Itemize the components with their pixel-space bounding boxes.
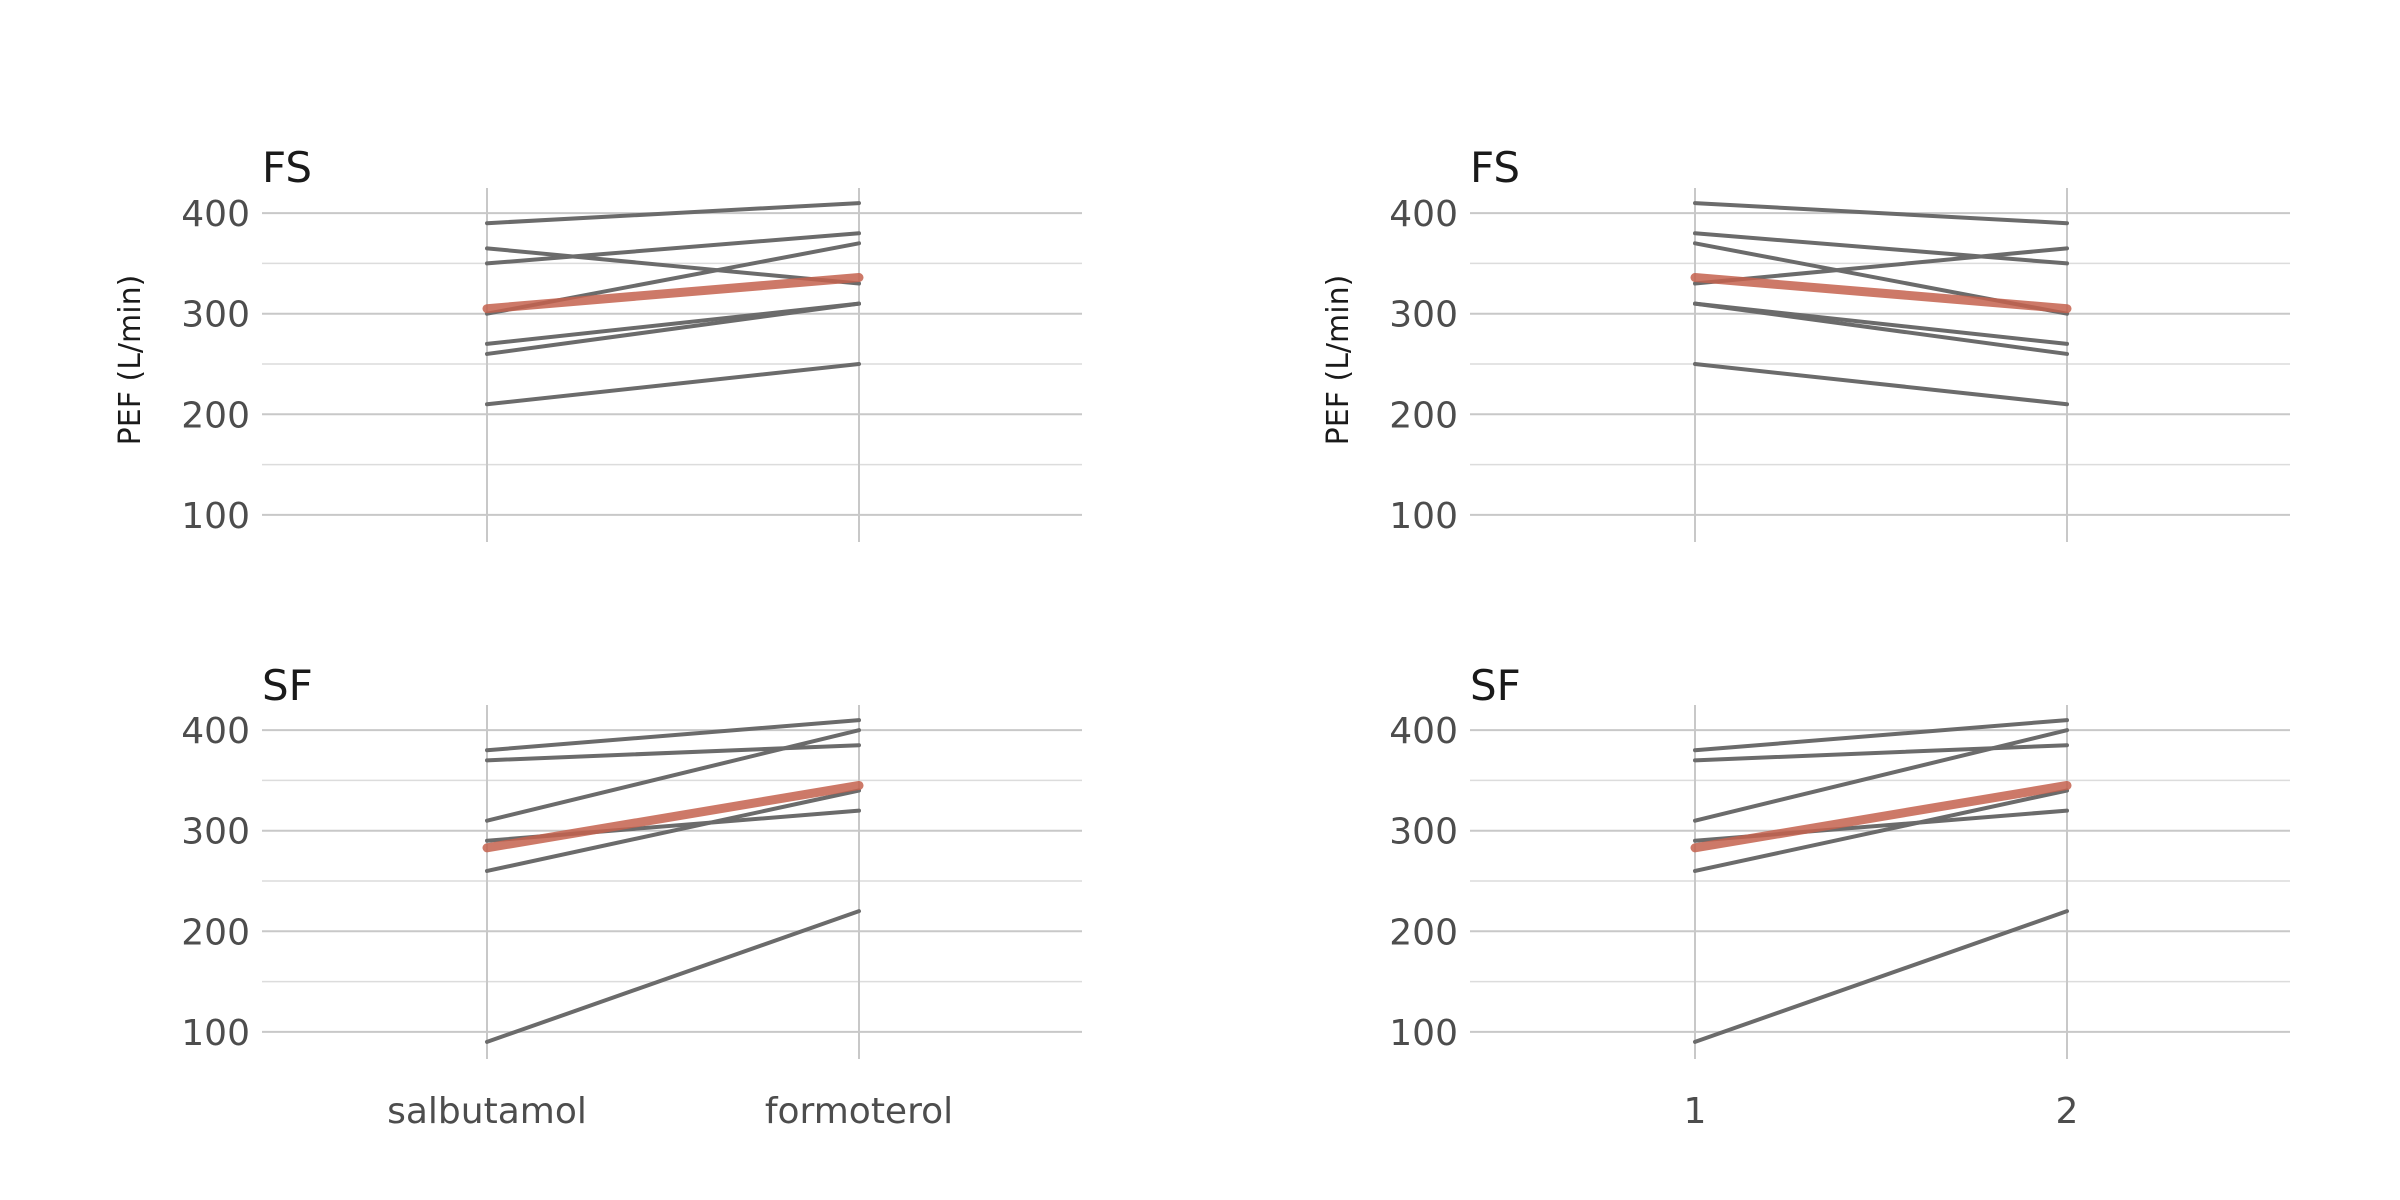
x-tick-label: formoterol	[765, 1091, 953, 1132]
subject-line	[1693, 231, 2069, 266]
y-tick-label: 100	[1389, 496, 1458, 537]
subject-line	[485, 728, 861, 823]
subject-line	[485, 788, 861, 873]
panel-title: SF	[1470, 661, 1521, 710]
y-tick-label: 300	[1389, 812, 1458, 853]
subject-line	[1693, 246, 2069, 286]
mean-line	[1690, 273, 2072, 314]
panel-title: FS	[1470, 143, 1520, 192]
y-tick-label: 300	[181, 295, 250, 336]
subject-line	[485, 718, 861, 753]
y-tick-label: 400	[181, 194, 250, 235]
x-tick-label: 2	[2056, 1091, 2079, 1132]
chart-panel-4: 100 200 300 400 SF 1 2	[1389, 661, 2290, 1132]
subject-line	[485, 201, 861, 226]
subject-line	[485, 246, 861, 286]
mean-line	[1690, 780, 2072, 853]
y-tick-label: 200	[1389, 912, 1458, 953]
y-tick-label: 200	[1389, 395, 1458, 436]
y-tick-label: 200	[181, 912, 250, 953]
x-tick-label: salbutamol	[387, 1091, 587, 1132]
y-tick-label: 100	[181, 496, 250, 537]
subject-line	[1693, 788, 2069, 873]
y-axis-label: PEF (L/min)	[113, 275, 148, 446]
panel-title: FS	[262, 143, 312, 192]
chart-panel-3: 100 200 300 400 SF salbutamol formoterol	[181, 661, 1082, 1132]
subject-line	[1693, 718, 2069, 753]
subject-line	[485, 362, 861, 407]
subject-line	[485, 301, 861, 356]
y-axis-label: PEF (L/min)	[1321, 275, 1356, 446]
subject-line	[1693, 362, 2069, 407]
y-tick-label: 400	[1389, 711, 1458, 752]
y-tick-label: 400	[181, 711, 250, 752]
y-tick-label: 100	[1389, 1013, 1458, 1054]
y-tick-label: 100	[181, 1013, 250, 1054]
y-tick-label: 200	[181, 395, 250, 436]
chart-panel-1: 100 200 300 400 FS PEF (L/min)	[113, 143, 1082, 542]
panel-title: SF	[262, 661, 313, 710]
chart-panel-2: 100 200 300 400 FS PEF (L/min)	[1321, 143, 2290, 542]
subject-line	[485, 909, 861, 1044]
mean-line	[482, 273, 864, 314]
subject-line	[1693, 728, 2069, 823]
y-tick-label: 400	[1389, 194, 1458, 235]
x-tick-label: 1	[1684, 1091, 1707, 1132]
subject-line	[1693, 909, 2069, 1044]
subject-line	[485, 231, 861, 266]
subject-line	[1693, 301, 2069, 356]
y-tick-label: 300	[181, 812, 250, 853]
y-tick-label: 300	[1389, 295, 1458, 336]
mean-line	[482, 780, 864, 853]
subject-line	[485, 743, 861, 763]
subject-line	[1693, 201, 2069, 226]
subject-line	[1693, 743, 2069, 763]
